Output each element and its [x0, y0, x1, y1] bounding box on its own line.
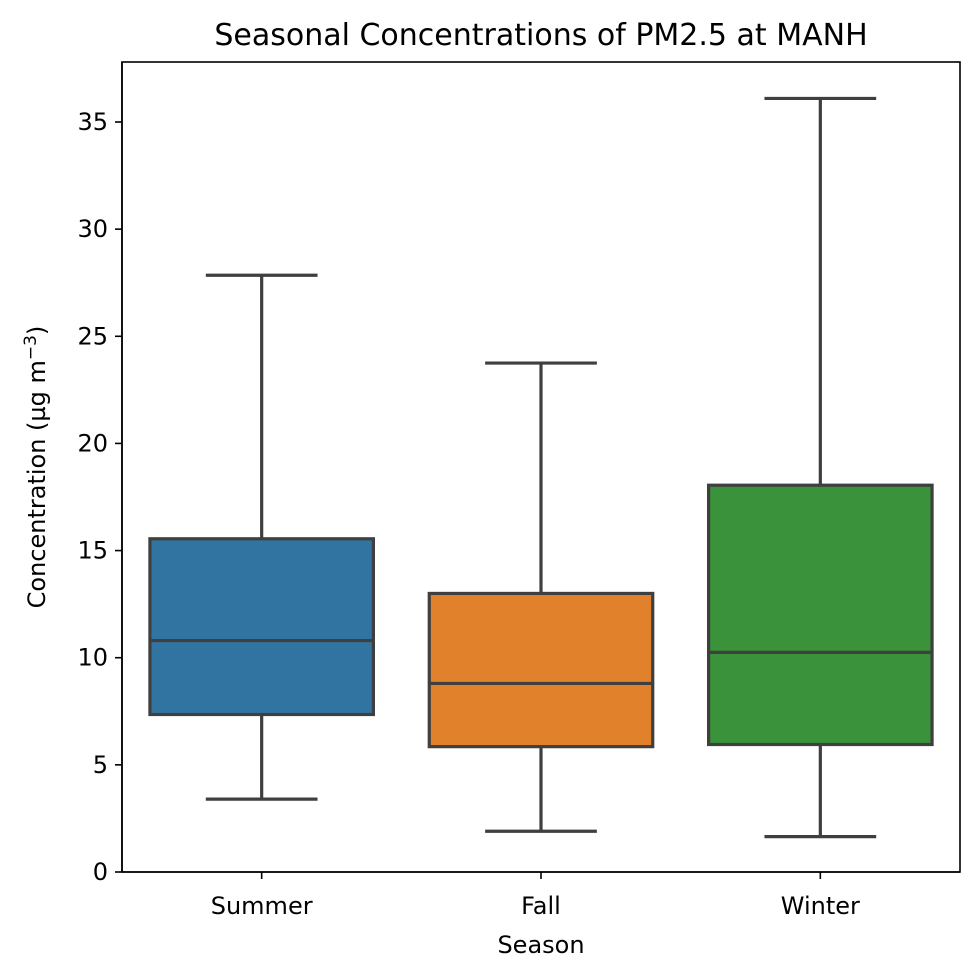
y-tick-label: 10	[77, 644, 108, 672]
x-axis-label: Season	[497, 931, 584, 959]
chart-title: Seasonal Concentrations of PM2.5 at MANH	[214, 18, 867, 53]
y-tick-label: 30	[77, 215, 108, 243]
y-tick-label: 35	[77, 108, 108, 136]
y-tick-label: 25	[77, 322, 108, 350]
y-tick-label: 15	[77, 537, 108, 565]
plot-area: 0 5 10 15 20 25 30 35 Summer Fall Winter	[77, 62, 960, 920]
y-axis-label-text: Concentration (µg m	[23, 360, 51, 608]
x-tick-label: Fall	[521, 892, 561, 920]
y-axis-label-exponent: −3	[21, 335, 41, 360]
x-tick-label: Summer	[211, 892, 313, 920]
box-fall	[427, 591, 655, 749]
box-summer	[148, 537, 375, 717]
y-axis-label-close: )	[23, 326, 51, 335]
y-tick-label: 5	[93, 751, 108, 779]
box-winter	[706, 483, 934, 747]
x-tick-label: Winter	[781, 892, 860, 920]
y-tick-label: 20	[77, 429, 108, 457]
y-tick-label: 0	[93, 858, 108, 886]
y-axis-label: Concentration (µg m−3)	[21, 326, 51, 609]
plot-frame	[121, 61, 961, 873]
